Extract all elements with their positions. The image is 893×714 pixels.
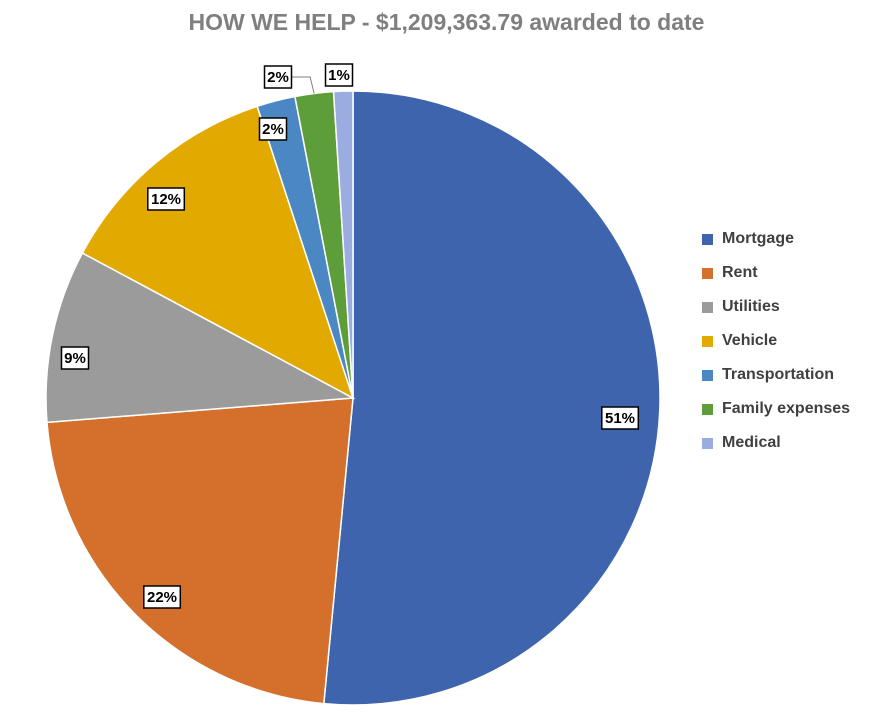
data-label: 2% <box>262 121 284 138</box>
pie-slice-medical <box>332 90 354 399</box>
legend-item: Mortgage <box>702 222 850 256</box>
data-label: 51% <box>605 410 635 427</box>
pie-slice-mortgage <box>323 90 661 706</box>
data-label-box <box>601 406 640 430</box>
legend-label: Rent <box>722 264 758 281</box>
chart-title: HOW WE HELP - $1,209,363.79 awarded to d… <box>188 9 705 35</box>
data-label-box <box>324 63 354 87</box>
legend-item: Utilities <box>702 290 850 324</box>
legend-item: Medical <box>702 426 850 460</box>
data-label: 1% <box>328 67 350 84</box>
pie-slice-utilities <box>45 251 356 424</box>
legend-item: Transportation <box>702 358 850 392</box>
pie-slice-rent <box>46 397 354 705</box>
data-label: 12% <box>151 191 181 208</box>
legend-swatch <box>702 301 713 313</box>
data-label: 2% <box>267 69 289 86</box>
data-label-box <box>263 65 293 89</box>
pie-slice-vehicle <box>81 105 355 400</box>
data-label-box <box>60 346 90 370</box>
data-label: 22% <box>147 589 177 606</box>
legend-label: Family expenses <box>722 400 851 417</box>
data-label: 9% <box>64 350 86 367</box>
legend-swatch <box>702 369 713 381</box>
legend-label: Vehicle <box>722 332 778 349</box>
legend-swatch <box>702 335 713 347</box>
legend-label: Utilities <box>722 298 780 315</box>
legend-swatch <box>702 403 713 415</box>
legend-item: Family expenses <box>702 392 850 426</box>
legend-item: Rent <box>702 256 850 290</box>
legend-swatch <box>702 267 713 279</box>
legend-label: Transportation <box>722 366 835 383</box>
data-label-box <box>147 187 186 211</box>
data-label-box <box>143 585 182 609</box>
leader-line <box>291 76 315 94</box>
data-label-box <box>258 117 288 141</box>
legend-swatch <box>702 437 713 449</box>
legend-swatch <box>702 233 713 245</box>
legend-label: Medical <box>722 434 781 451</box>
legend-item: Vehicle <box>702 324 850 358</box>
legend: Mortgage Rent Utilities Vehicle Transportati… <box>702 222 850 460</box>
legend-label: Mortgage <box>722 230 794 247</box>
